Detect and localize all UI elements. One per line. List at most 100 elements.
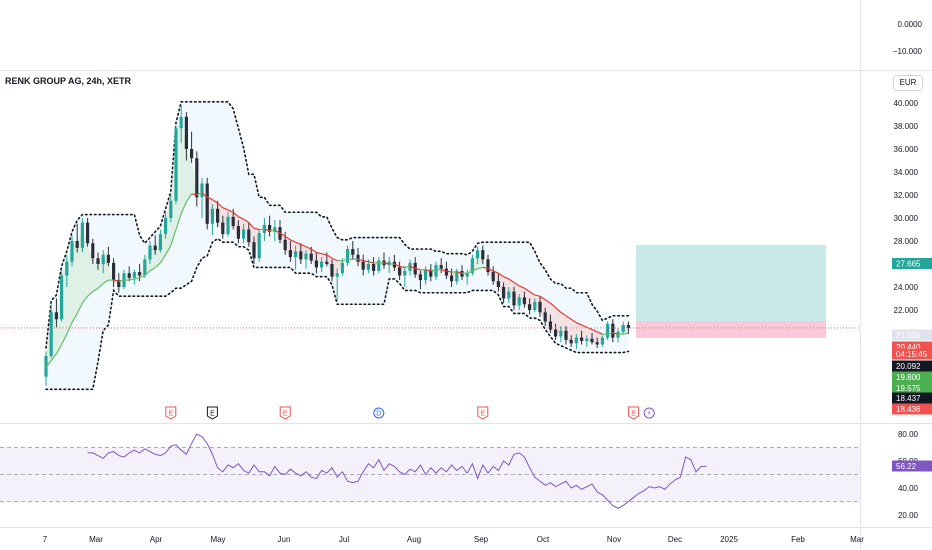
candle-body <box>403 270 407 276</box>
ema-line-segment <box>586 326 593 331</box>
price-tag <box>892 329 932 341</box>
ema-line-segment <box>222 207 229 211</box>
ema-line-segment <box>544 299 551 304</box>
candle-body <box>522 297 526 305</box>
candle <box>574 334 578 350</box>
candle <box>257 229 261 262</box>
candle <box>491 266 495 285</box>
candle-body <box>70 241 74 262</box>
candle <box>127 266 131 282</box>
candle <box>247 222 251 247</box>
top-pane-tick: 0.0000 <box>898 20 923 29</box>
candle <box>91 238 95 264</box>
ema-line-segment <box>446 270 452 273</box>
candle <box>49 304 53 359</box>
price-tag <box>892 371 932 383</box>
candle-body <box>65 261 69 276</box>
candle-body <box>205 183 209 224</box>
candle-body <box>502 287 506 299</box>
candle <box>252 236 256 264</box>
ema-line-segment <box>363 259 369 263</box>
candle <box>538 296 542 317</box>
candle-body <box>242 229 246 239</box>
candle-body <box>174 128 178 201</box>
candle-body <box>164 218 168 235</box>
profit-zone <box>636 244 826 322</box>
candle-body <box>283 239 287 251</box>
price-tag-label: 20.092 <box>896 362 921 371</box>
ema-line-segment <box>113 279 119 282</box>
candle-body <box>247 229 251 243</box>
ema-line-segment <box>331 257 338 262</box>
chart-title: RENK GROUP AG, 24h, XETR <box>5 76 132 86</box>
candle-body <box>418 274 422 281</box>
ema-line-segment <box>206 196 213 201</box>
ema-line-segment <box>170 229 177 246</box>
candle <box>221 215 225 239</box>
time-tick-label: Aug <box>407 535 421 544</box>
candle <box>80 218 84 253</box>
ema-line-segment <box>274 230 281 234</box>
candle <box>548 314 552 333</box>
ema-line-segment <box>300 243 307 248</box>
ema-line-segment <box>487 268 494 272</box>
event-label: E <box>631 411 636 418</box>
ema-line-segment <box>399 265 405 269</box>
candle-body <box>200 183 204 198</box>
candle <box>543 307 547 327</box>
candle-body <box>325 261 329 264</box>
ema-line-segment <box>212 199 218 204</box>
ema-line-segment <box>508 278 515 283</box>
candle <box>361 254 365 276</box>
price-tag <box>892 258 932 269</box>
ema-line-segment <box>232 211 239 218</box>
earnings-marker <box>206 406 218 420</box>
candle <box>335 268 339 301</box>
candle <box>559 326 563 343</box>
candle-body <box>574 337 578 344</box>
candle-body <box>450 275 454 282</box>
ema-line-segment <box>243 218 250 224</box>
ema-line-segment <box>565 315 572 320</box>
candle-body <box>626 324 630 328</box>
ema-line-segment <box>492 270 499 274</box>
price-tag-label: 27.665 <box>896 260 921 269</box>
ema-line-segment <box>425 269 431 272</box>
candle-body <box>86 222 90 244</box>
candle <box>86 218 90 247</box>
price-tag-label: 04:15:45 <box>896 350 928 359</box>
candle-body <box>434 265 438 277</box>
time-tick-label: Dec <box>668 535 682 544</box>
ema-line-segment <box>596 331 603 335</box>
candle <box>351 241 355 260</box>
candle-body <box>340 262 344 274</box>
candle <box>533 298 537 313</box>
ema-line-segment <box>524 287 530 293</box>
price-tick-label: 30.000 <box>894 214 919 223</box>
candle <box>564 326 568 345</box>
ema-line-segment <box>87 291 94 297</box>
candle <box>268 215 272 237</box>
candle-body <box>252 242 256 259</box>
event-label: E <box>283 411 288 418</box>
candle <box>174 126 178 205</box>
candle-body <box>221 222 225 235</box>
ema-line-segment <box>466 270 473 274</box>
candle-body <box>559 330 563 337</box>
currency-button[interactable]: EUR <box>893 75 923 91</box>
ema-line-segment <box>498 272 504 278</box>
ema-line-segment <box>518 285 525 289</box>
candle <box>372 257 376 276</box>
earnings-marker <box>279 406 291 420</box>
candle-body <box>465 273 469 277</box>
price-tick-label: 40.000 <box>894 99 919 108</box>
candle-body <box>595 342 599 345</box>
candle <box>153 235 157 255</box>
time-tick-label: 7 <box>43 535 48 544</box>
candle-body <box>304 253 308 260</box>
candle <box>398 261 402 281</box>
candle-body <box>75 241 79 248</box>
ema-line-segment <box>66 322 73 335</box>
time-tick-label: Apr <box>150 535 163 544</box>
